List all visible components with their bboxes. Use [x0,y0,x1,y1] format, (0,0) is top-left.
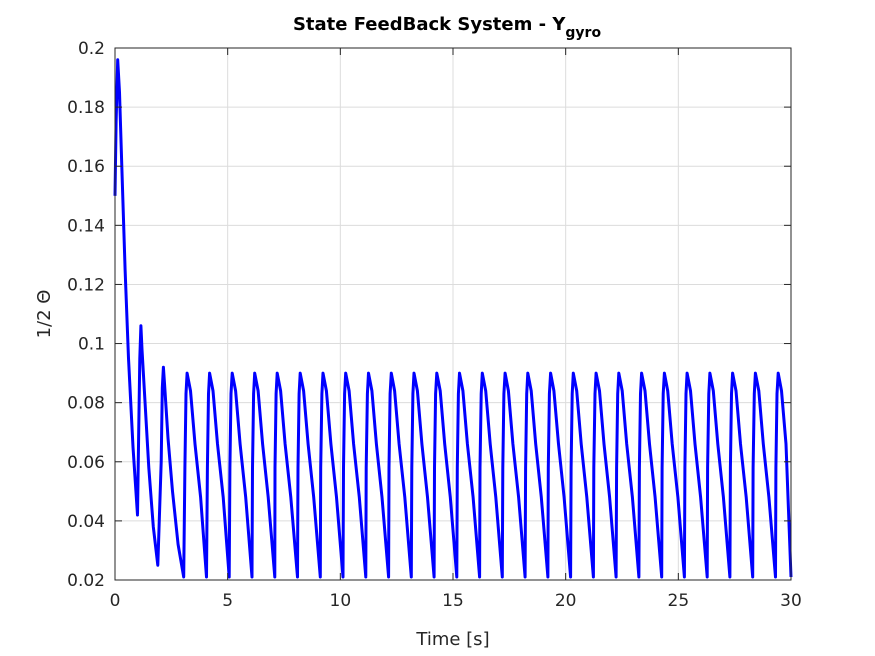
y-tick-label: 0.08 [67,394,105,414]
x-tick-label: 15 [442,591,464,611]
y-tick-label: 0.1 [78,335,105,355]
y-tick-label: 0.14 [67,216,105,236]
y-tick-label: 0.16 [67,157,105,177]
chart-title-main: State FeedBack System - Y [293,14,566,35]
y-tick-label: 0.18 [67,98,105,118]
chart-title-subscript: gyro [565,25,601,41]
x-tick-label: 5 [222,591,233,611]
y-tick-label: 0.06 [67,453,105,473]
x-tick-label: 0 [110,591,121,611]
x-axis-label: Time [s] [415,629,489,650]
y-tick-label: 0.04 [67,512,105,532]
y-axis-label: 1/2 Θ [34,290,55,339]
series-line [113,58,793,579]
grid [114,47,792,581]
y-tick-label: 0.02 [67,571,105,591]
x-tick-labels: 0 5 10 15 20 25 30 [110,591,802,611]
ticks [114,47,792,581]
y-tick-label: 0.12 [67,275,105,295]
y-tick-labels: 0.02 0.04 0.06 0.08 0.1 0.12 0.14 0.16 0.18 0.2 [67,39,105,591]
x-tick-label: 30 [780,591,802,611]
series-layer [113,58,793,579]
x-tick-label: 20 [555,591,577,611]
y-tick-label: 0.2 [78,39,105,59]
chart-title: State FeedBack System - Ygyro [293,14,602,41]
x-tick-label: 25 [668,591,690,611]
x-tick-label: 10 [330,591,352,611]
